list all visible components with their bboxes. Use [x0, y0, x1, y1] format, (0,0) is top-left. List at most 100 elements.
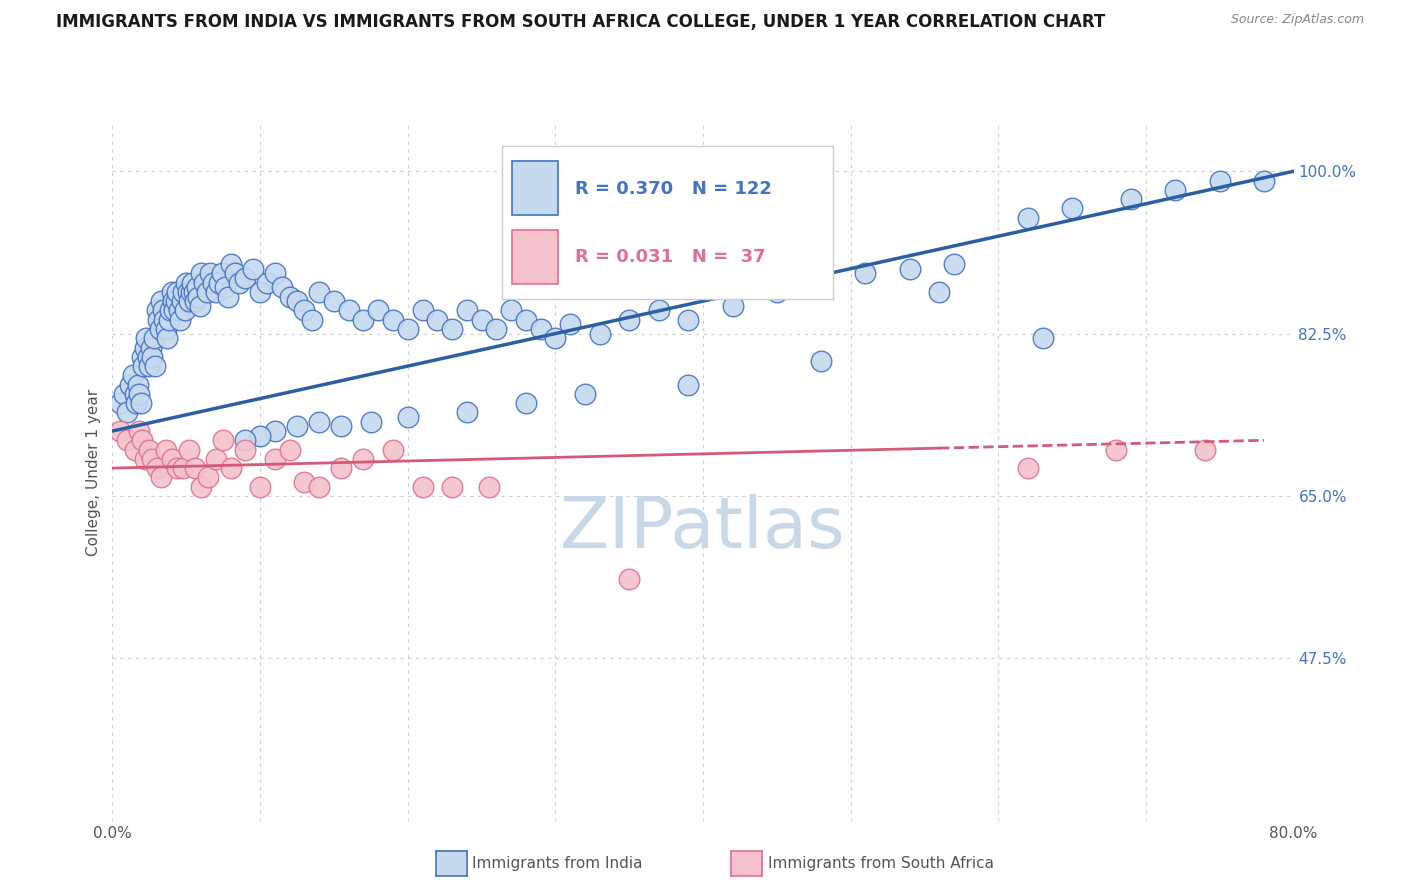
Point	[169, 312, 191, 326]
Point	[352, 312, 374, 326]
Point	[1062, 202, 1084, 216]
Point	[112, 387, 135, 401]
Point	[152, 303, 174, 318]
Point	[441, 480, 464, 494]
Point	[233, 271, 256, 285]
Point	[128, 424, 150, 438]
Point	[558, 318, 582, 332]
Point	[188, 299, 211, 313]
Point	[766, 285, 789, 299]
Point	[456, 303, 478, 318]
Point	[292, 303, 315, 318]
Point	[198, 266, 221, 280]
Point	[179, 442, 201, 457]
Point	[131, 350, 153, 364]
Point	[150, 294, 173, 309]
Point	[574, 387, 596, 401]
Point	[678, 377, 700, 392]
Point	[136, 350, 159, 364]
Point	[810, 280, 832, 294]
Point	[127, 377, 149, 392]
Point	[146, 303, 169, 318]
Point	[619, 573, 641, 587]
Point	[219, 461, 242, 475]
Point	[214, 280, 236, 294]
Point	[337, 303, 360, 318]
Point	[1017, 211, 1039, 225]
Point	[219, 257, 242, 271]
Point	[485, 322, 508, 336]
Point	[228, 276, 250, 290]
Point	[301, 312, 323, 326]
Point	[190, 266, 212, 280]
Point	[125, 396, 148, 410]
Point	[205, 451, 228, 466]
Point	[249, 480, 271, 494]
Point	[721, 299, 744, 313]
Point	[360, 415, 382, 429]
Point	[396, 410, 419, 425]
Point	[180, 285, 202, 299]
Point	[141, 350, 163, 364]
Text: Immigrants from South Africa: Immigrants from South Africa	[768, 856, 994, 871]
Point	[515, 396, 537, 410]
Point	[928, 285, 950, 299]
Point	[148, 312, 170, 326]
Text: IMMIGRANTS FROM INDIA VS IMMIGRANTS FROM SOUTH AFRICA COLLEGE, UNDER 1 YEAR CORR: IMMIGRANTS FROM INDIA VS IMMIGRANTS FROM…	[56, 13, 1105, 31]
Point	[155, 322, 177, 336]
Point	[470, 312, 494, 326]
Point	[942, 257, 965, 271]
Point	[1164, 183, 1187, 197]
Point	[138, 359, 160, 373]
Point	[1194, 442, 1216, 457]
Point	[256, 276, 278, 290]
Point	[217, 289, 239, 303]
Point	[122, 368, 145, 383]
Point	[396, 322, 419, 336]
Point	[212, 434, 235, 448]
Point	[1105, 442, 1128, 457]
Point	[172, 461, 194, 475]
Point	[193, 276, 215, 290]
Point	[264, 424, 287, 438]
Point	[323, 294, 346, 309]
Point	[426, 312, 449, 326]
Point	[143, 359, 166, 373]
Point	[242, 261, 264, 276]
Point	[264, 451, 287, 466]
Point	[855, 266, 877, 280]
Point	[810, 354, 832, 368]
Point	[129, 396, 152, 410]
Point	[308, 480, 330, 494]
Point	[167, 303, 190, 318]
Point	[249, 428, 271, 442]
Point	[501, 303, 523, 318]
Point	[1032, 331, 1054, 345]
Point	[181, 276, 204, 290]
Point	[330, 461, 353, 475]
Point	[1017, 461, 1039, 475]
Point	[117, 405, 138, 419]
Point	[1253, 173, 1275, 187]
Point	[170, 294, 193, 309]
Point	[308, 285, 330, 299]
Point	[441, 322, 464, 336]
Point	[411, 480, 433, 494]
Point	[166, 285, 188, 299]
Point	[678, 312, 700, 326]
Text: ZIPatlas: ZIPatlas	[560, 494, 846, 563]
Point	[149, 322, 172, 336]
Point	[179, 294, 201, 309]
Y-axis label: College, Under 1 year: College, Under 1 year	[86, 389, 101, 557]
Point	[153, 312, 176, 326]
Text: Immigrants from India: Immigrants from India	[472, 856, 643, 871]
Point	[352, 451, 374, 466]
Point	[187, 289, 209, 303]
Point	[619, 312, 641, 326]
Point	[211, 266, 233, 280]
Point	[478, 480, 501, 494]
Point	[162, 294, 184, 309]
Point	[588, 326, 610, 341]
Point	[173, 303, 195, 318]
Point	[186, 280, 208, 294]
